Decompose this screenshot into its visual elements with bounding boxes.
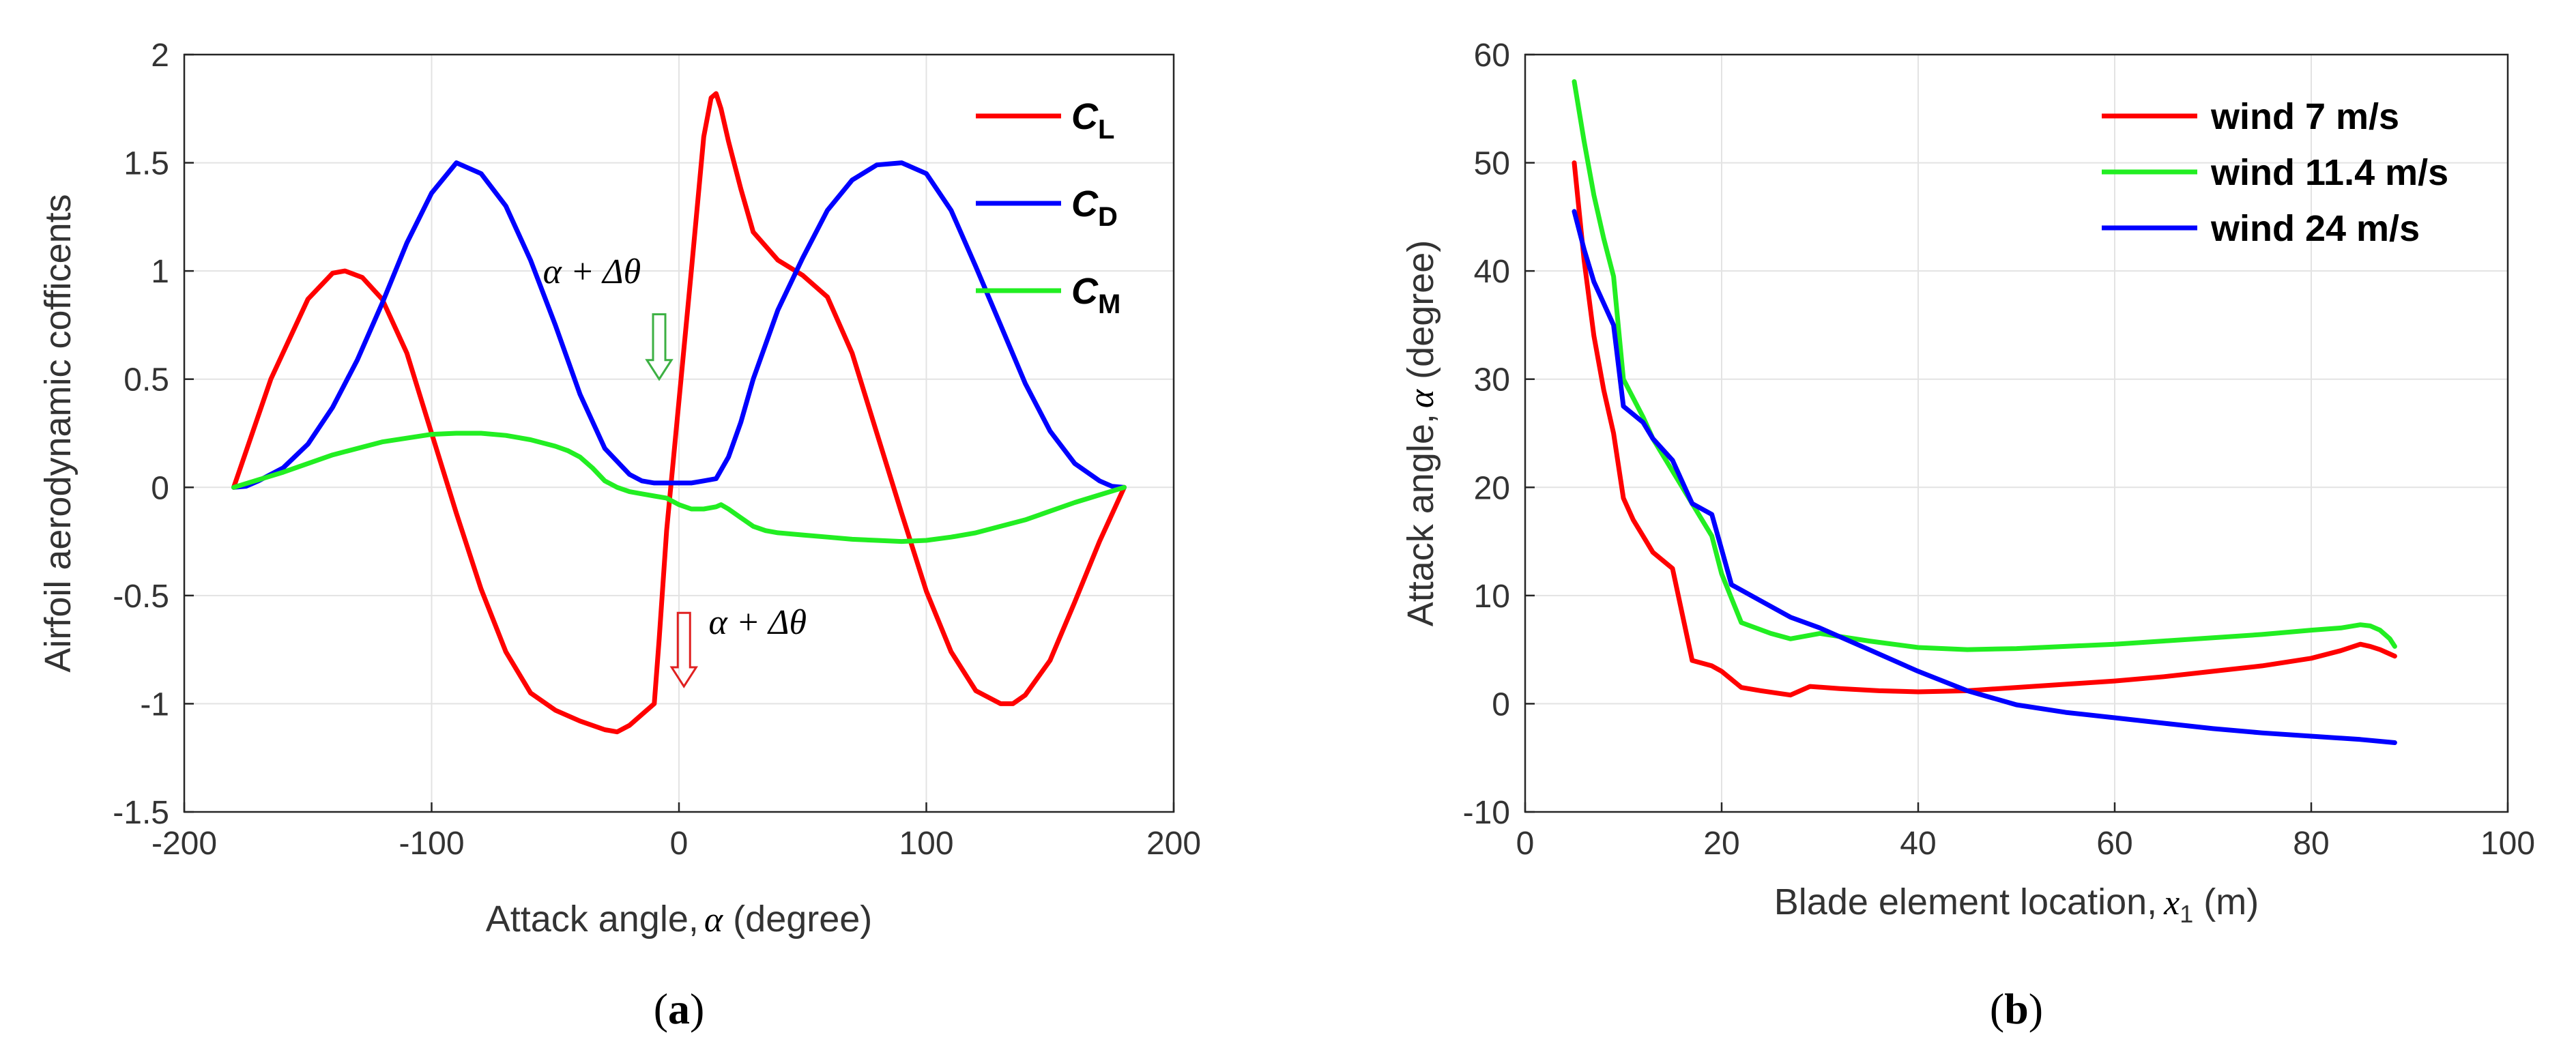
panel-label-b: (b): [1990, 985, 2043, 1033]
y-tick-label: 40: [1474, 254, 1510, 290]
y-tick-label: -0.5: [113, 579, 169, 615]
y-tick-label: -1.5: [113, 795, 169, 831]
grid: [183, 53, 1175, 813]
annotation-label: α + Δθ: [709, 603, 807, 642]
series-line-cm: [231, 431, 1127, 544]
annotation-label: α + Δθ: [543, 252, 641, 291]
plot-frame: [183, 53, 1175, 813]
y-tick-label: 1.5: [124, 146, 169, 182]
series-lines: [231, 91, 1127, 735]
series-line-cl: [231, 91, 1127, 735]
x-tick-label: -100: [399, 826, 464, 862]
x-tick-labels: 0 20 40 60 80 100: [1516, 826, 2535, 862]
y-tick-label: -10: [1463, 795, 1510, 831]
series-line-wind-24-m-s: [1572, 209, 2397, 745]
x-tick-label: 80: [2293, 826, 2329, 862]
legend-label-cm: CM: [1071, 271, 1120, 319]
plot-frame: [1524, 53, 2509, 813]
annotations: α + Δθ α + Δθ: [543, 252, 807, 688]
legend-label-wind-7-m-s: wind 7 m/s: [2210, 96, 2399, 137]
y-tick-label: 1: [151, 254, 169, 290]
y-tick-label: 2: [151, 38, 169, 74]
series-line-cd: [231, 160, 1127, 490]
x-tick-label: 100: [899, 826, 953, 862]
legend: wind 7 m/s wind 11.4 m/s wind 24 m/s: [2102, 96, 2448, 249]
y-tick-labels: -10 0 10 20 30 40 50 60: [1463, 38, 1510, 831]
x-tick-label: 0: [1516, 826, 1535, 862]
x-tick-label: 60: [2096, 826, 2132, 862]
legend-label-wind-24-m-s: wind 24 m/s: [2210, 208, 2420, 249]
y-tick-label: -1: [140, 686, 169, 723]
chart-panel-a: α + Δθ α + Δθ -200 -100 0 100 200 -1.5 -1 -0.5 0…: [38, 38, 1201, 1033]
x-tick-label: 100: [2480, 826, 2535, 862]
legend-label-cl: CL: [1071, 96, 1114, 145]
x-tick-label: 40: [1900, 826, 1936, 862]
series-lines: [1572, 79, 2397, 745]
legend-label-wind-11-4-m-s: wind 11.4 m/s: [2210, 152, 2448, 193]
panel-label-a: (a): [654, 985, 705, 1033]
y-tick-label: 50: [1474, 146, 1510, 182]
y-axis-label: Attack angle,α (degree): [1400, 240, 1441, 627]
legend-label-cd: CD: [1071, 184, 1118, 232]
y-tick-label: 0: [151, 470, 169, 506]
y-tick-label: 30: [1474, 362, 1510, 398]
x-axis-label: Blade element location, x1 (m): [1774, 882, 2259, 928]
x-tick-labels: -200 -100 0 100 200: [151, 826, 1201, 862]
series-line-wind-7-m-s: [1572, 160, 2397, 698]
y-tick-label: 20: [1474, 470, 1510, 506]
y-tick-label: 10: [1474, 579, 1510, 615]
x-tick-label: 0: [670, 826, 689, 862]
y-axis-label: Airfoil aerodynamic cofficents: [38, 194, 78, 672]
x-tick-label: 20: [1703, 826, 1739, 862]
legend: CL CD CM: [976, 96, 1120, 319]
y-tick-label: 0: [1492, 686, 1510, 723]
x-axis-label: Attack angle, α (degree): [486, 899, 873, 940]
annotation-arrow: [669, 611, 698, 688]
y-tick-label: 60: [1474, 38, 1510, 74]
x-tick-label: -200: [151, 826, 217, 862]
x-tick-label: 200: [1146, 826, 1201, 862]
y-tick-label: 0.5: [124, 362, 169, 398]
y-tick-labels: -1.5 -1 -0.5 0 0.5 1 1.5 2: [113, 38, 169, 831]
annotation-arrow: [645, 313, 674, 381]
